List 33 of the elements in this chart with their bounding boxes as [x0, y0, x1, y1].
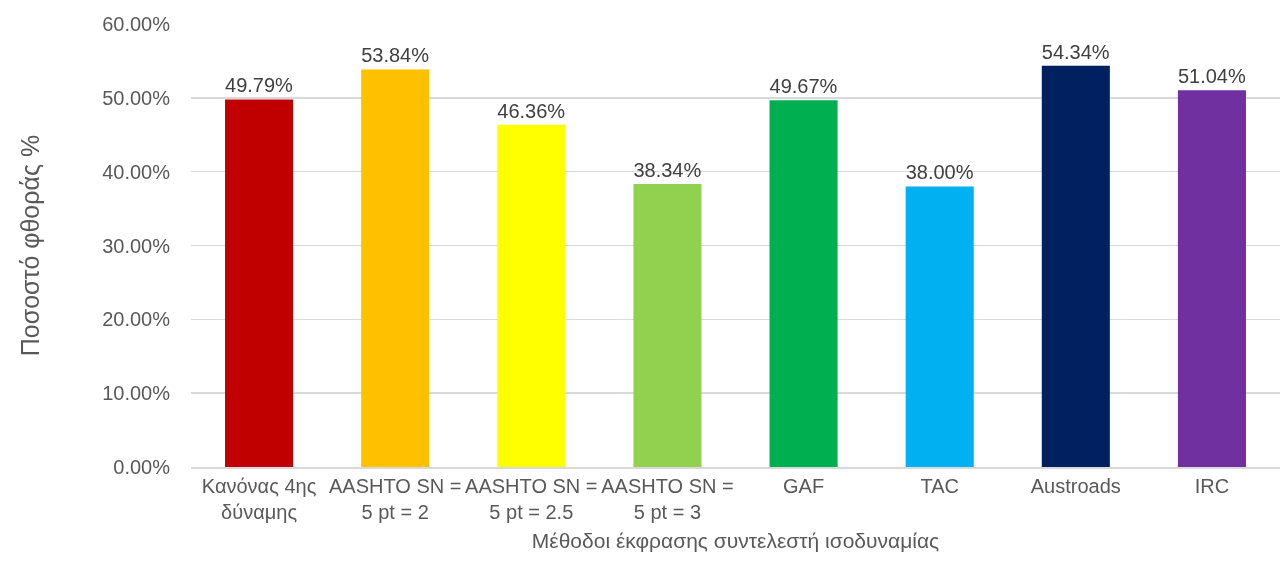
data-label: 46.36%	[497, 99, 566, 122]
data-label: 38.34%	[633, 158, 702, 181]
bar	[769, 100, 838, 467]
bar	[905, 186, 974, 467]
bar	[497, 124, 566, 467]
bar	[1177, 90, 1246, 467]
x-tick-label: GAF	[783, 474, 825, 497]
x-tick-label: TAC	[920, 474, 959, 497]
x-axis-title: Μέθοδοι έκφρασης συντελεστή ισοδυναμίας	[531, 529, 940, 553]
bar	[361, 69, 430, 467]
x-tick-label: AASHTO SN = 5 pt = 2	[328, 474, 462, 523]
x-tick-label: IRC	[1194, 474, 1230, 497]
x-tick-label: Austroads	[1030, 474, 1121, 497]
x-tick-label: Κανόνας 4ης δύναμης	[201, 474, 317, 523]
y-tick-label: 30.00%	[102, 234, 171, 257]
y-tick-label: 20.00%	[102, 308, 171, 331]
y-tick-label: 60.00%	[102, 13, 171, 35]
data-label: 49.79%	[225, 74, 294, 97]
bar	[633, 183, 702, 467]
bar	[225, 99, 294, 467]
data-label: 49.67%	[769, 75, 838, 98]
y-tick-label: 40.00%	[102, 160, 171, 183]
y-tick-label: 0.00%	[113, 456, 171, 478]
data-label: 38.00%	[905, 161, 974, 184]
y-axis-title: Ποσοστό φθοράς %	[15, 134, 44, 357]
x-tick-label: AASHTO SN = 5 pt = 2.5	[465, 474, 598, 523]
data-label: 54.34%	[1041, 40, 1110, 63]
bar	[1041, 65, 1110, 467]
y-tick-label: 10.00%	[102, 382, 171, 405]
x-tick-label: AASHTO SN = 5 pt = 3	[601, 474, 734, 523]
y-tick-label: 50.00%	[102, 86, 171, 109]
data-label: 53.84%	[361, 44, 430, 67]
data-label: 51.04%	[1177, 65, 1246, 88]
